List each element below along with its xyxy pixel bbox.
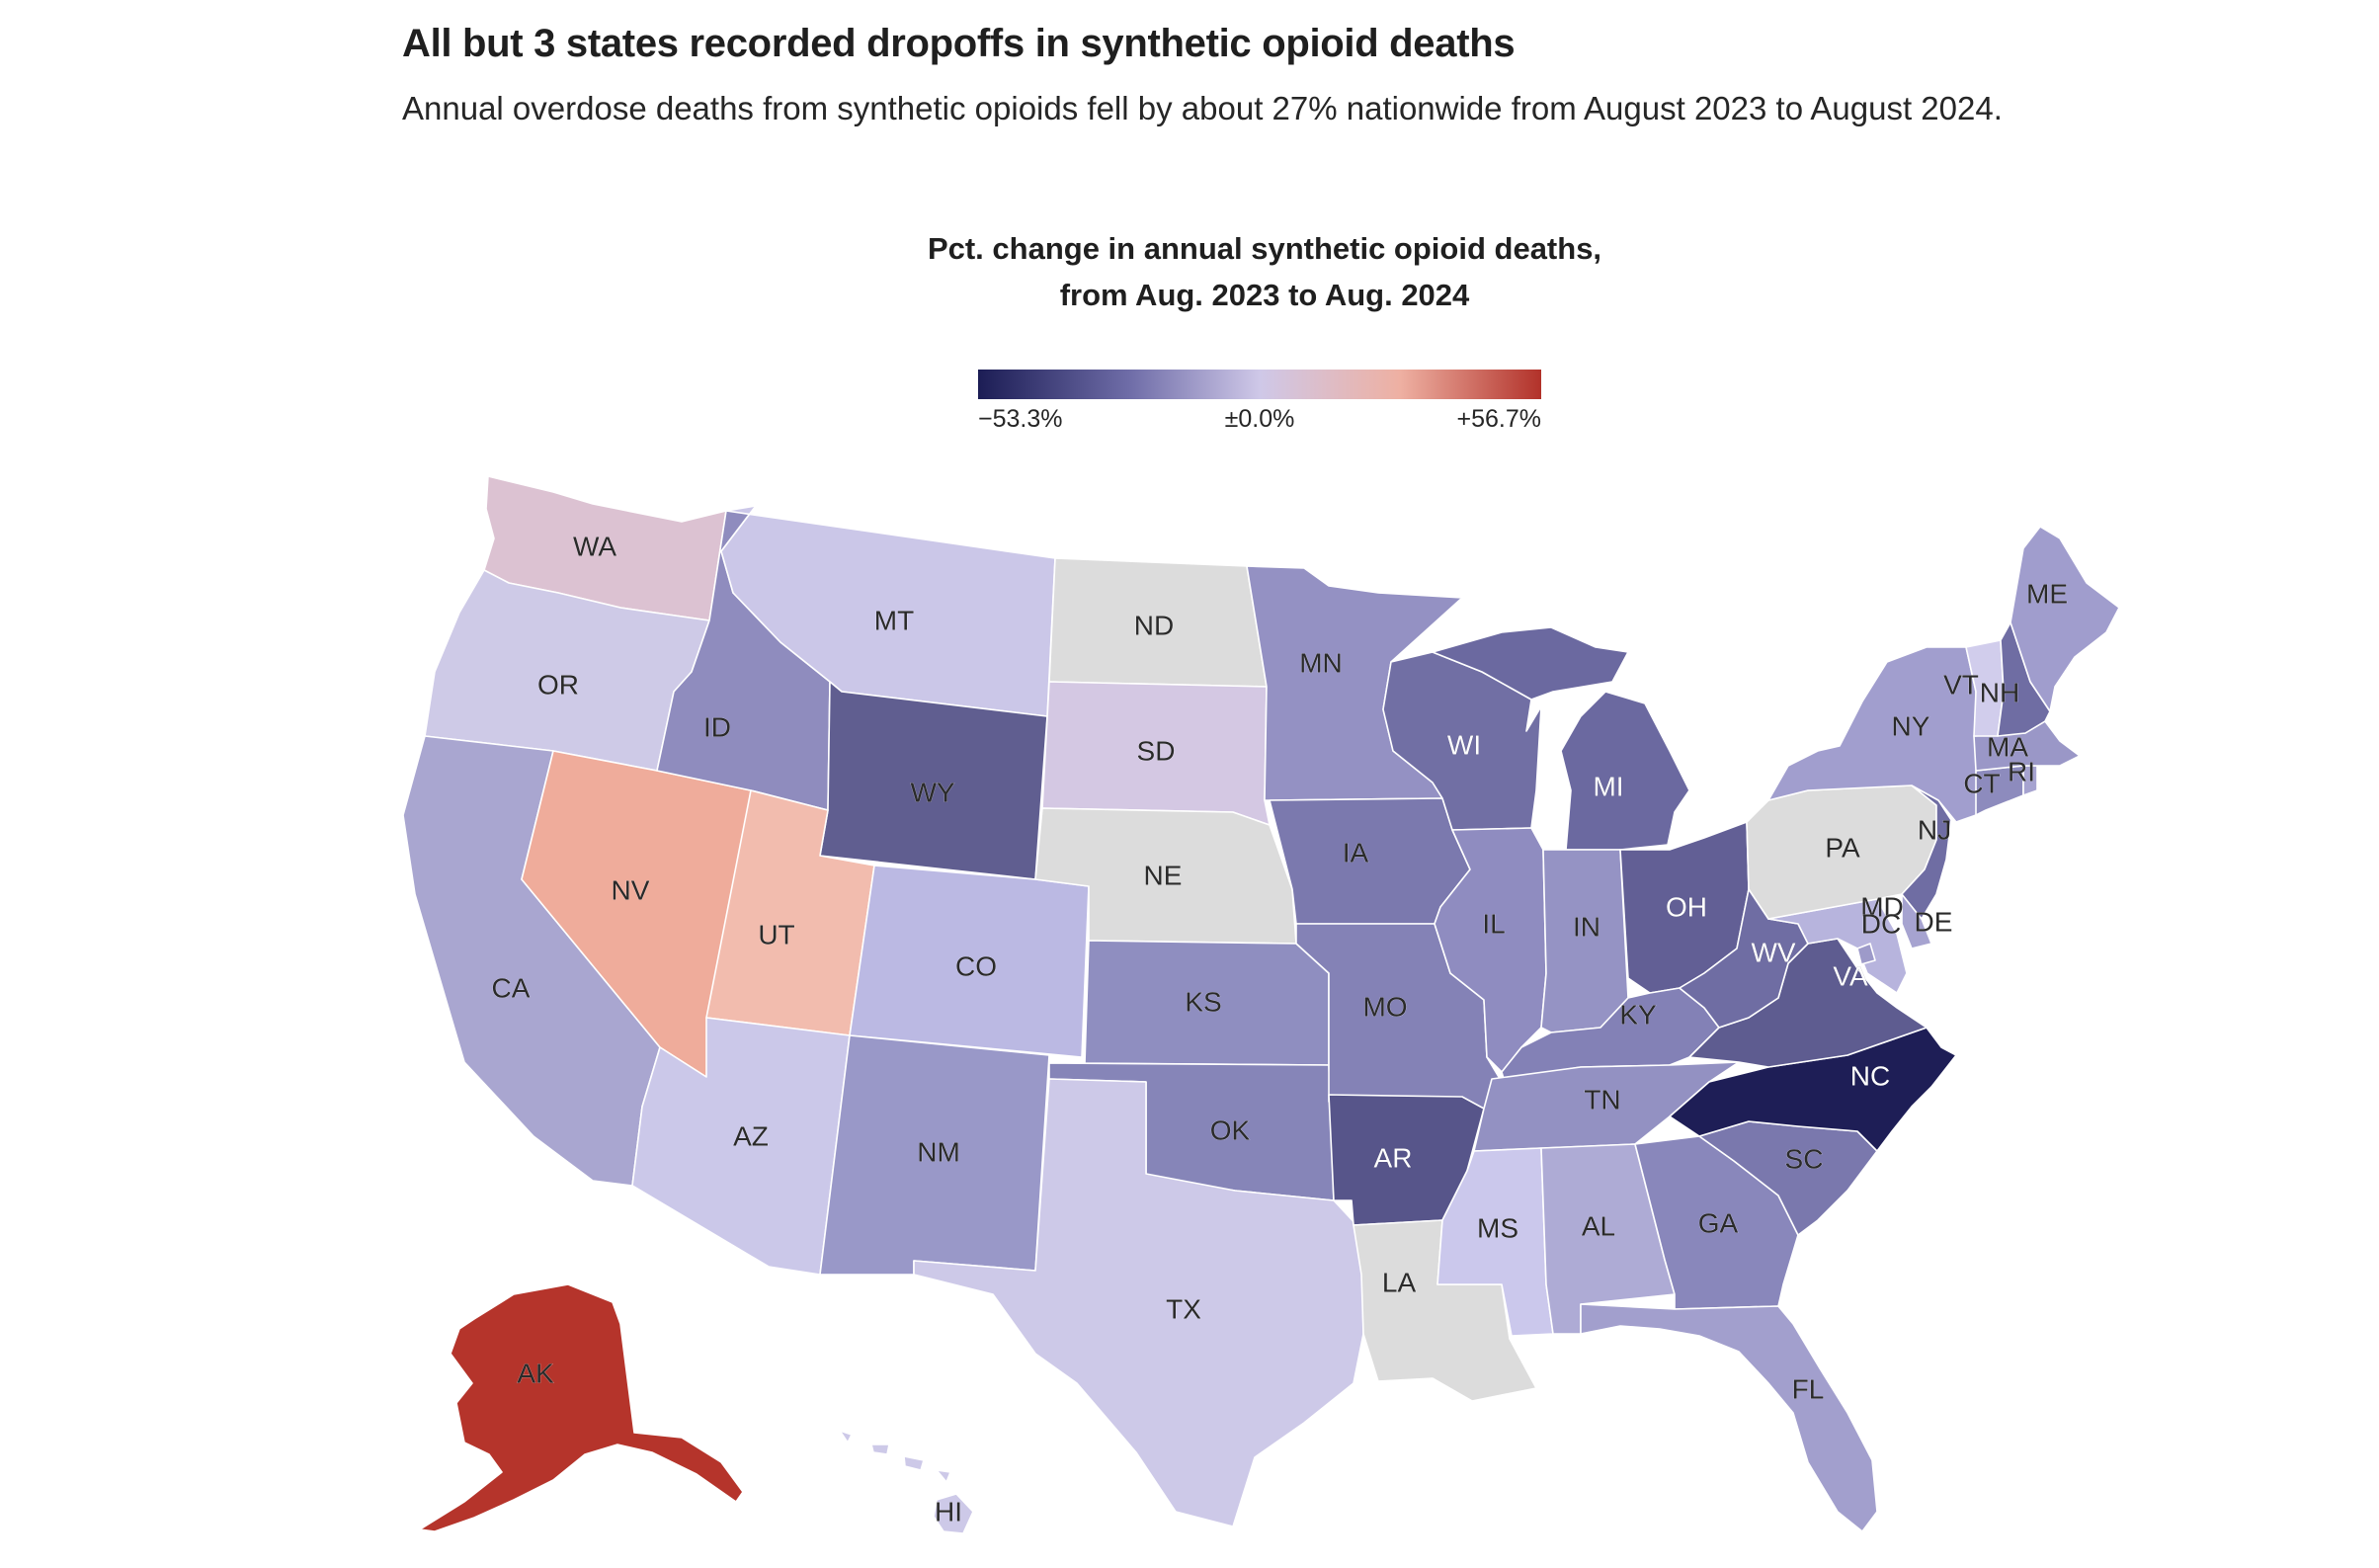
state-label-TN: TN	[1584, 1084, 1620, 1114]
state-label-WI: WI	[1447, 729, 1481, 760]
state-label-NY: NY	[1892, 710, 1930, 741]
state-label-NV: NV	[612, 874, 650, 905]
state-MD[interactable]	[1767, 898, 1908, 994]
state-label-KS: KS	[1185, 986, 1221, 1017]
state-label-IN: IN	[1573, 911, 1600, 942]
state-label-ND: ND	[1134, 610, 1174, 640]
state-label-DC: DC	[1861, 908, 1901, 939]
state-label-VT: VT	[1943, 669, 1979, 700]
state-label-NE: NE	[1144, 860, 1183, 890]
legend-color-scale	[978, 370, 1541, 399]
chart-title: All but 3 states recorded dropoffs in sy…	[402, 22, 1516, 65]
state-label-CA: CA	[492, 972, 531, 1003]
chart-subtitle: Annual overdose deaths from synthetic op…	[402, 90, 2003, 126]
legend-mid-label: ±0.0%	[1224, 405, 1295, 433]
state-label-AL: AL	[1582, 1210, 1615, 1241]
state-labels: WA OR CA NV ID MT WY UT AZ CO NM ND SD N…	[491, 531, 2068, 1527]
state-label-DE: DE	[1915, 906, 1953, 937]
state-label-FL: FL	[1792, 1373, 1825, 1404]
state-label-MD: MD	[1860, 891, 1904, 922]
state-label-OK: OK	[1210, 1114, 1251, 1145]
state-label-GA: GA	[1698, 1207, 1739, 1238]
state-label-MT: MT	[874, 605, 914, 635]
state-label-TX: TX	[1166, 1293, 1201, 1324]
state-label-MI: MI	[1593, 771, 1623, 801]
state-label-AK: AK	[517, 1358, 554, 1388]
state-DC[interactable]	[1856, 943, 1876, 965]
state-label-WY: WY	[910, 777, 954, 807]
legend-title: Pct. change in annual synthetic opioid d…	[927, 231, 1602, 312]
state-label-MA: MA	[1987, 731, 2028, 762]
state-AK[interactable]	[419, 1283, 744, 1532]
state-label-KY: KY	[1619, 999, 1657, 1030]
state-label-CO: CO	[955, 950, 997, 981]
state-CO[interactable]	[849, 865, 1090, 1058]
state-label-IA: IA	[1343, 837, 1369, 867]
state-IA[interactable]	[1269, 797, 1471, 925]
legend-max-label: +56.7%	[1456, 405, 1542, 433]
state-label-ME: ME	[2026, 578, 2068, 609]
state-label-IL: IL	[1482, 908, 1505, 939]
state-TX[interactable]	[913, 1078, 1364, 1527]
state-label-LA: LA	[1382, 1267, 1417, 1297]
state-label-MS: MS	[1477, 1212, 1518, 1243]
state-label-AZ: AZ	[733, 1120, 769, 1151]
state-FL[interactable]	[1580, 1303, 1878, 1532]
state-label-NJ: NJ	[1918, 814, 1951, 845]
state-label-HI: HI	[935, 1496, 962, 1527]
state-NJ[interactable]	[1901, 784, 1952, 920]
legend-min-label: −53.3%	[978, 405, 1063, 433]
state-label-OH: OH	[1666, 891, 1707, 922]
state-label-NC: NC	[1850, 1060, 1890, 1091]
state-label-PA: PA	[1825, 832, 1860, 863]
state-label-ID: ID	[703, 711, 731, 742]
state-label-CT: CT	[1963, 768, 2000, 798]
state-label-MO: MO	[1362, 991, 1407, 1022]
state-MI[interactable]	[1432, 626, 1690, 851]
state-label-NM: NM	[917, 1136, 960, 1167]
state-label-UT: UT	[758, 919, 794, 949]
state-HI[interactable]	[839, 1430, 974, 1534]
state-label-OR: OR	[537, 669, 579, 700]
state-label-VA: VA	[1833, 960, 1868, 991]
state-label-WA: WA	[573, 531, 616, 561]
state-label-RI: RI	[2008, 756, 2035, 786]
state-label-SC: SC	[1785, 1143, 1824, 1174]
state-label-NH: NH	[1980, 677, 2019, 707]
state-label-MN: MN	[1299, 647, 1343, 678]
state-ME[interactable]	[2010, 526, 2120, 712]
state-label-WV: WV	[1751, 937, 1795, 967]
state-label-AR: AR	[1374, 1142, 1413, 1173]
state-label-SD: SD	[1137, 735, 1176, 766]
